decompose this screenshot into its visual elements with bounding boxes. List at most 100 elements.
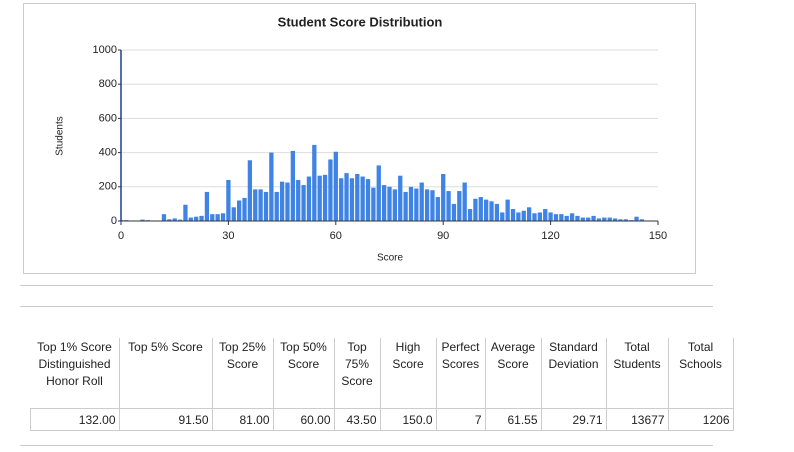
bar [553,214,559,221]
bar [355,173,360,221]
bar [537,212,543,221]
cell: 1206 [667,408,734,431]
data-row: 132.00 91.50 81.00 60.00 43.50 150.0 7 61.55 29.… [30,408,734,431]
y-tick-label: 400 [99,147,117,159]
bar [398,175,403,221]
bar [258,189,263,221]
x-tick-label: 60 [330,230,342,242]
bar [269,152,274,221]
bar [188,217,193,221]
bar [322,174,328,221]
column-header: High Score [380,338,437,409]
bar [274,191,279,221]
table-body: 132.00 91.50 81.00 60.00 43.50 150.0 7 61.55 29.… [30,408,734,431]
bar [317,175,322,221]
bar [607,217,612,221]
bar [586,217,591,221]
bar [392,189,398,221]
bar [424,189,430,221]
x-tick-label: 90 [437,230,449,242]
bar [596,218,602,221]
bar [279,181,285,221]
column-header: Total Schools [668,338,734,409]
bar [328,159,333,221]
y-tick-label: 600 [99,112,117,124]
cell: 13677 [605,408,669,431]
bar [183,204,188,221]
bar [210,214,215,221]
cell: 81.00 [211,408,274,431]
column-header: Average Score [485,338,542,409]
bar [435,197,440,221]
column-header: Standard Deviation [541,338,607,409]
column-header: Top 5% Score [119,338,213,409]
bar [526,207,532,221]
bar [441,173,446,221]
bar [231,207,236,221]
bar [339,178,344,221]
column-header: Top 75% Score [334,338,381,409]
bar [489,201,494,221]
bar [349,178,355,221]
bar [521,210,526,221]
cell: 91.50 [118,408,213,431]
bar [446,191,451,221]
chart: Student Score Distribution Score Student… [23,3,696,274]
cell: 60.00 [272,408,335,431]
bar [172,218,177,221]
bar [296,179,301,221]
bar [376,165,381,221]
divider [20,285,713,286]
bar [215,214,220,221]
column-header: Total Students [606,338,669,409]
x-tick-label: 150 [649,230,667,242]
bar [242,197,247,221]
bar [344,173,349,221]
bar [602,217,607,221]
bar [408,186,414,221]
bar [419,182,424,221]
header-row: Top 1% Score Distinguished Honor Roll Top… [30,338,734,409]
bar [580,217,585,221]
bar [430,190,435,221]
cell: 150.0 [379,408,437,431]
bar [639,219,645,221]
x-tick-label: 0 [118,230,124,242]
bar [478,197,483,221]
bar [548,212,553,221]
column-header: Perfect Scores [436,338,486,409]
bar [618,219,623,221]
bar [263,191,269,221]
cell: 61.55 [484,408,542,431]
y-tick-label: 200 [99,181,117,193]
bar [559,214,564,221]
bar [516,212,521,221]
column-header: Top 50% Score [273,338,335,409]
bar [414,188,419,221]
bar [360,176,365,221]
bar [500,212,505,221]
bar [591,215,596,221]
chart-title: Student Score Distribution [278,14,443,29]
bar [505,199,510,221]
bar [306,176,312,221]
divider [20,306,713,307]
bar [371,187,376,221]
bar [204,191,210,221]
bar [285,182,290,221]
bar [167,219,172,221]
score-table: Top 1% Score Distinguished Honor Roll Top… [30,338,734,431]
bar [247,160,253,221]
bar [226,179,231,221]
cell: 7 [435,408,486,431]
bar [457,191,462,221]
bar [569,213,575,221]
bar [403,191,408,221]
bar [510,209,516,221]
cell: 132.00 [30,408,120,431]
bar [312,144,317,221]
bar [199,215,204,221]
bar [575,215,580,221]
bar [623,219,628,221]
